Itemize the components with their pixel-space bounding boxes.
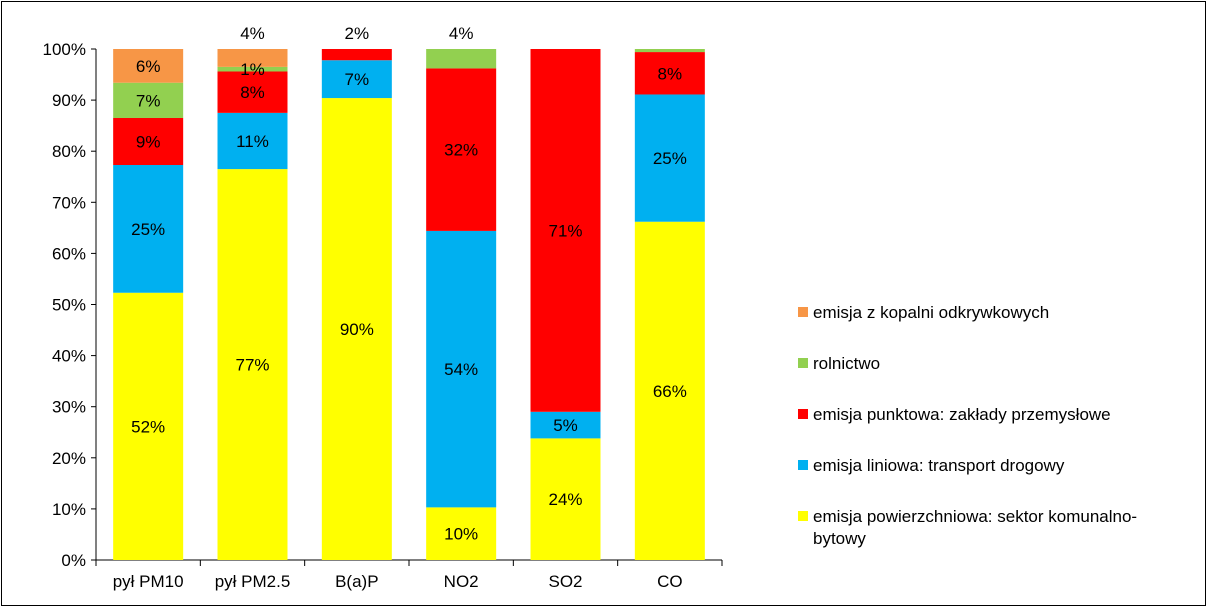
x-tick-label: NO2 <box>444 572 479 591</box>
bar-segment <box>321 60 392 99</box>
bar-segment <box>426 68 497 231</box>
y-tick-label: 40% <box>52 347 86 366</box>
legend-label: emisja liniowa: transport drogowy <box>813 456 1065 475</box>
bar-segment <box>634 52 705 95</box>
bar-segment <box>217 49 288 67</box>
y-tick-label: 50% <box>52 296 86 315</box>
data-label: 25% <box>653 149 687 168</box>
data-label: 8% <box>240 83 265 102</box>
x-tick-label: pył PM2.5 <box>215 572 291 591</box>
data-label: 77% <box>235 356 269 375</box>
y-tick-label: 100% <box>43 40 86 59</box>
bar-segment <box>113 292 184 560</box>
legend-swatch <box>798 409 808 419</box>
data-label: 6% <box>136 57 161 76</box>
bar-segment <box>217 112 288 170</box>
x-tick-label: pył PM10 <box>113 572 184 591</box>
y-tick-label: 20% <box>52 449 86 468</box>
bar-segment <box>217 66 288 72</box>
bar-segment <box>113 164 184 293</box>
legend-swatch <box>798 358 808 368</box>
data-label: 11% <box>236 132 269 151</box>
bar-segment <box>530 49 601 412</box>
bar-segment <box>321 98 392 560</box>
y-tick-label: 80% <box>52 142 86 161</box>
bar-segment <box>321 49 392 61</box>
legend-label: emisja powierzchniowa: sektor komunalno-… <box>813 507 1137 548</box>
bar-segment <box>634 49 705 53</box>
data-label: 8% <box>658 64 683 83</box>
bar-segment <box>426 230 497 508</box>
legend-swatch <box>798 307 808 317</box>
data-label: 2% <box>345 24 370 43</box>
data-label: 7% <box>345 70 370 89</box>
bar-segment <box>530 438 601 560</box>
legend-swatch <box>798 460 808 470</box>
data-label: 32% <box>444 141 478 160</box>
y-tick-label: 0% <box>61 551 86 570</box>
x-tick-label: CO <box>657 572 683 591</box>
y-tick-label: 90% <box>52 91 86 110</box>
bar-segment <box>113 82 184 118</box>
data-label: 4% <box>449 24 474 43</box>
data-label: 71% <box>548 221 582 240</box>
legend-label: emisja z kopalni odkrywkowych <box>813 303 1049 322</box>
x-tick-label: SO2 <box>548 572 582 591</box>
data-label: 5% <box>553 416 578 435</box>
data-label: 54% <box>444 360 478 379</box>
data-label: 25% <box>131 220 165 239</box>
y-tick-label: 30% <box>52 398 86 417</box>
x-tick-label: B(a)P <box>335 572 378 591</box>
bar-segment <box>426 49 497 69</box>
bar-segment <box>217 71 288 113</box>
y-tick-label: 60% <box>52 244 86 263</box>
data-label: 4% <box>240 24 265 43</box>
y-tick-label: 10% <box>52 500 86 519</box>
bar-segment <box>113 117 184 165</box>
legend-swatch <box>798 511 808 521</box>
bar-segment <box>530 411 601 439</box>
data-label: 90% <box>340 320 374 339</box>
data-label: 10% <box>444 525 478 544</box>
data-label: 9% <box>136 132 161 151</box>
bar-segment <box>634 221 705 560</box>
legend-label: emisja punktowa: zakłady przemysłowe <box>813 405 1111 424</box>
data-label: 24% <box>548 490 582 509</box>
data-label: 1% <box>240 60 265 79</box>
data-label: 7% <box>136 91 161 110</box>
bar-segment <box>113 49 184 83</box>
data-label: 66% <box>653 382 687 401</box>
legend-label: rolnictwo <box>813 354 880 373</box>
data-label: 52% <box>131 417 165 436</box>
bar-segment <box>217 169 288 560</box>
y-tick-label: 70% <box>52 193 86 212</box>
bar-segment <box>426 507 497 560</box>
bar-segment <box>634 94 705 222</box>
